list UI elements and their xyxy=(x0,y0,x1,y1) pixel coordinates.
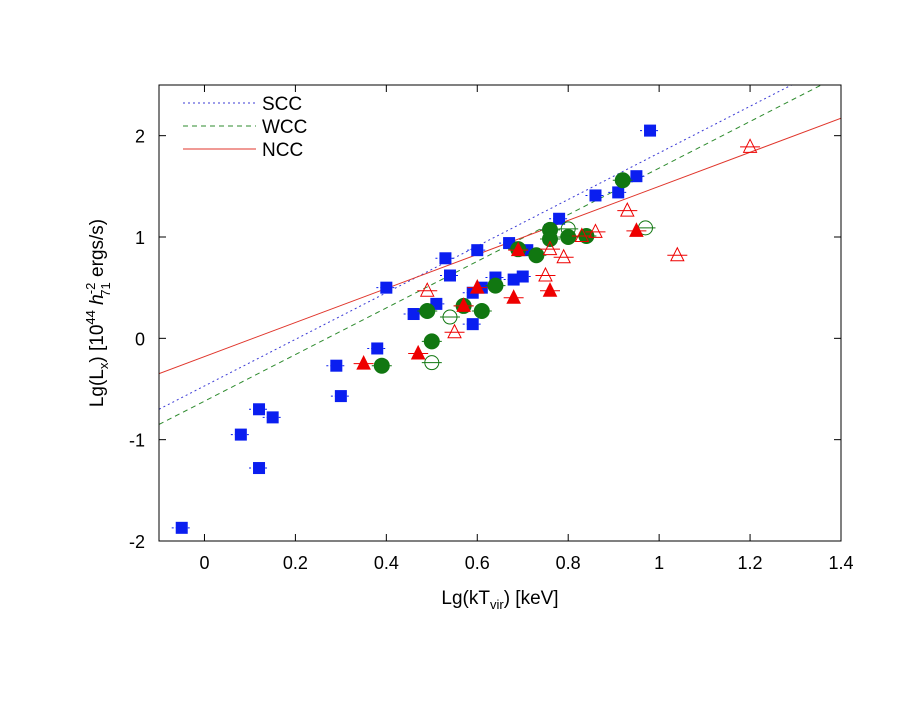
point-scc-square-filled xyxy=(466,318,479,331)
point-scc-square-filled xyxy=(175,521,188,534)
point-wcc-circle-open xyxy=(560,221,576,237)
point-ncc-triangle-filled xyxy=(510,241,526,257)
point-scc-square-filled xyxy=(630,170,643,183)
y-axis-label: Lg(Lx) [1044 h-271 ergs/s) xyxy=(83,219,113,407)
point-scc-square-filled xyxy=(253,462,266,475)
point-ncc-triangle-open xyxy=(588,223,603,238)
axis-ticks: 0 0.2 0.4 0.6 0.8 1 1.2 1.4 -2 -1 0 1 2 xyxy=(129,85,854,573)
point-scc-square-filled xyxy=(371,342,384,355)
point-wcc-circle-open xyxy=(442,309,458,325)
point-wcc-circle-filled xyxy=(473,302,490,319)
point-wcc-circle-filled xyxy=(614,172,631,189)
point-wcc-circle-filled xyxy=(542,231,559,248)
point-ncc-triangle-filled xyxy=(542,282,558,297)
point-wcc-circle-filled xyxy=(373,357,390,374)
point-ncc-triangle-open xyxy=(619,202,635,217)
point-scc-square-filled xyxy=(644,124,657,137)
point-scc-square-filled xyxy=(253,403,266,416)
x-tick-label: 0.2 xyxy=(283,553,308,573)
point-scc-square-filled xyxy=(380,281,393,294)
point-scc-square-filled xyxy=(516,270,529,283)
point-scc-square-filled xyxy=(439,252,452,265)
point-scc-square-filled xyxy=(330,359,343,372)
data-points xyxy=(171,124,761,534)
point-ncc-triangle-open xyxy=(574,227,590,242)
x-tick-label: 1.4 xyxy=(828,553,853,573)
y-tick-label: 0 xyxy=(135,329,145,349)
x-tick-label: 0.8 xyxy=(556,553,581,573)
point-ncc-triangle-filled xyxy=(506,289,521,304)
fit-line-wcc xyxy=(159,85,823,425)
point-ncc-triangle-filled xyxy=(456,297,471,312)
point-wcc-circle-filled xyxy=(423,333,440,350)
point-ncc-triangle-filled xyxy=(410,344,426,360)
x-tick-label: 0.4 xyxy=(374,553,399,573)
point-scc-square-filled xyxy=(234,428,247,441)
point-ncc-triangle-open xyxy=(538,266,553,282)
y-tick-label: -1 xyxy=(129,431,145,451)
point-scc-square-filled xyxy=(612,186,625,199)
regression-lines xyxy=(159,85,841,425)
x-tick-label: 0 xyxy=(199,553,209,573)
point-ncc-triangle-open xyxy=(542,240,558,256)
plot-frame xyxy=(158,84,842,542)
point-ncc-triangle-open xyxy=(670,246,685,262)
point-scc-square-filled xyxy=(443,269,456,282)
fit-line-ncc xyxy=(159,117,841,375)
legend-label-ncc: NCC xyxy=(262,140,303,161)
point-scc-square-filled xyxy=(334,390,347,403)
point-wcc-circle-filled xyxy=(528,247,545,264)
legend-label-scc: SCC xyxy=(262,94,302,115)
point-scc-square-filled xyxy=(266,411,279,424)
point-ncc-triangle-filled xyxy=(356,355,371,370)
y-tick-label: 2 xyxy=(135,127,145,147)
point-wcc-circle-filled xyxy=(419,302,436,319)
point-wcc-circle-open xyxy=(424,355,440,371)
point-wcc-circle-filled xyxy=(487,277,504,294)
point-scc-square-filled xyxy=(589,189,602,202)
point-ncc-triangle-filled xyxy=(629,222,644,237)
legend-label-wcc: WCC xyxy=(262,117,307,138)
point-ncc-triangle-open xyxy=(556,248,571,264)
x-axis-label: Lg(kTvir) [keV] xyxy=(441,588,558,612)
point-wcc-circle-filled xyxy=(560,229,577,245)
point-scc-square-filled xyxy=(471,244,484,257)
point-ncc-triangle-open xyxy=(419,282,435,297)
x-tick-label: 1 xyxy=(654,553,664,573)
point-scc-square-filled xyxy=(553,212,566,225)
point-ncc-triangle-filled xyxy=(469,279,485,294)
y-tick-label: 1 xyxy=(135,228,145,248)
point-ncc-triangle-open xyxy=(742,138,758,153)
x-tick-label: 1.2 xyxy=(738,553,763,573)
point-scc-square-filled xyxy=(407,308,420,321)
y-tick-label: -2 xyxy=(129,532,145,552)
point-ncc-triangle-open xyxy=(447,323,462,339)
x-tick-label: 0.6 xyxy=(465,553,490,573)
